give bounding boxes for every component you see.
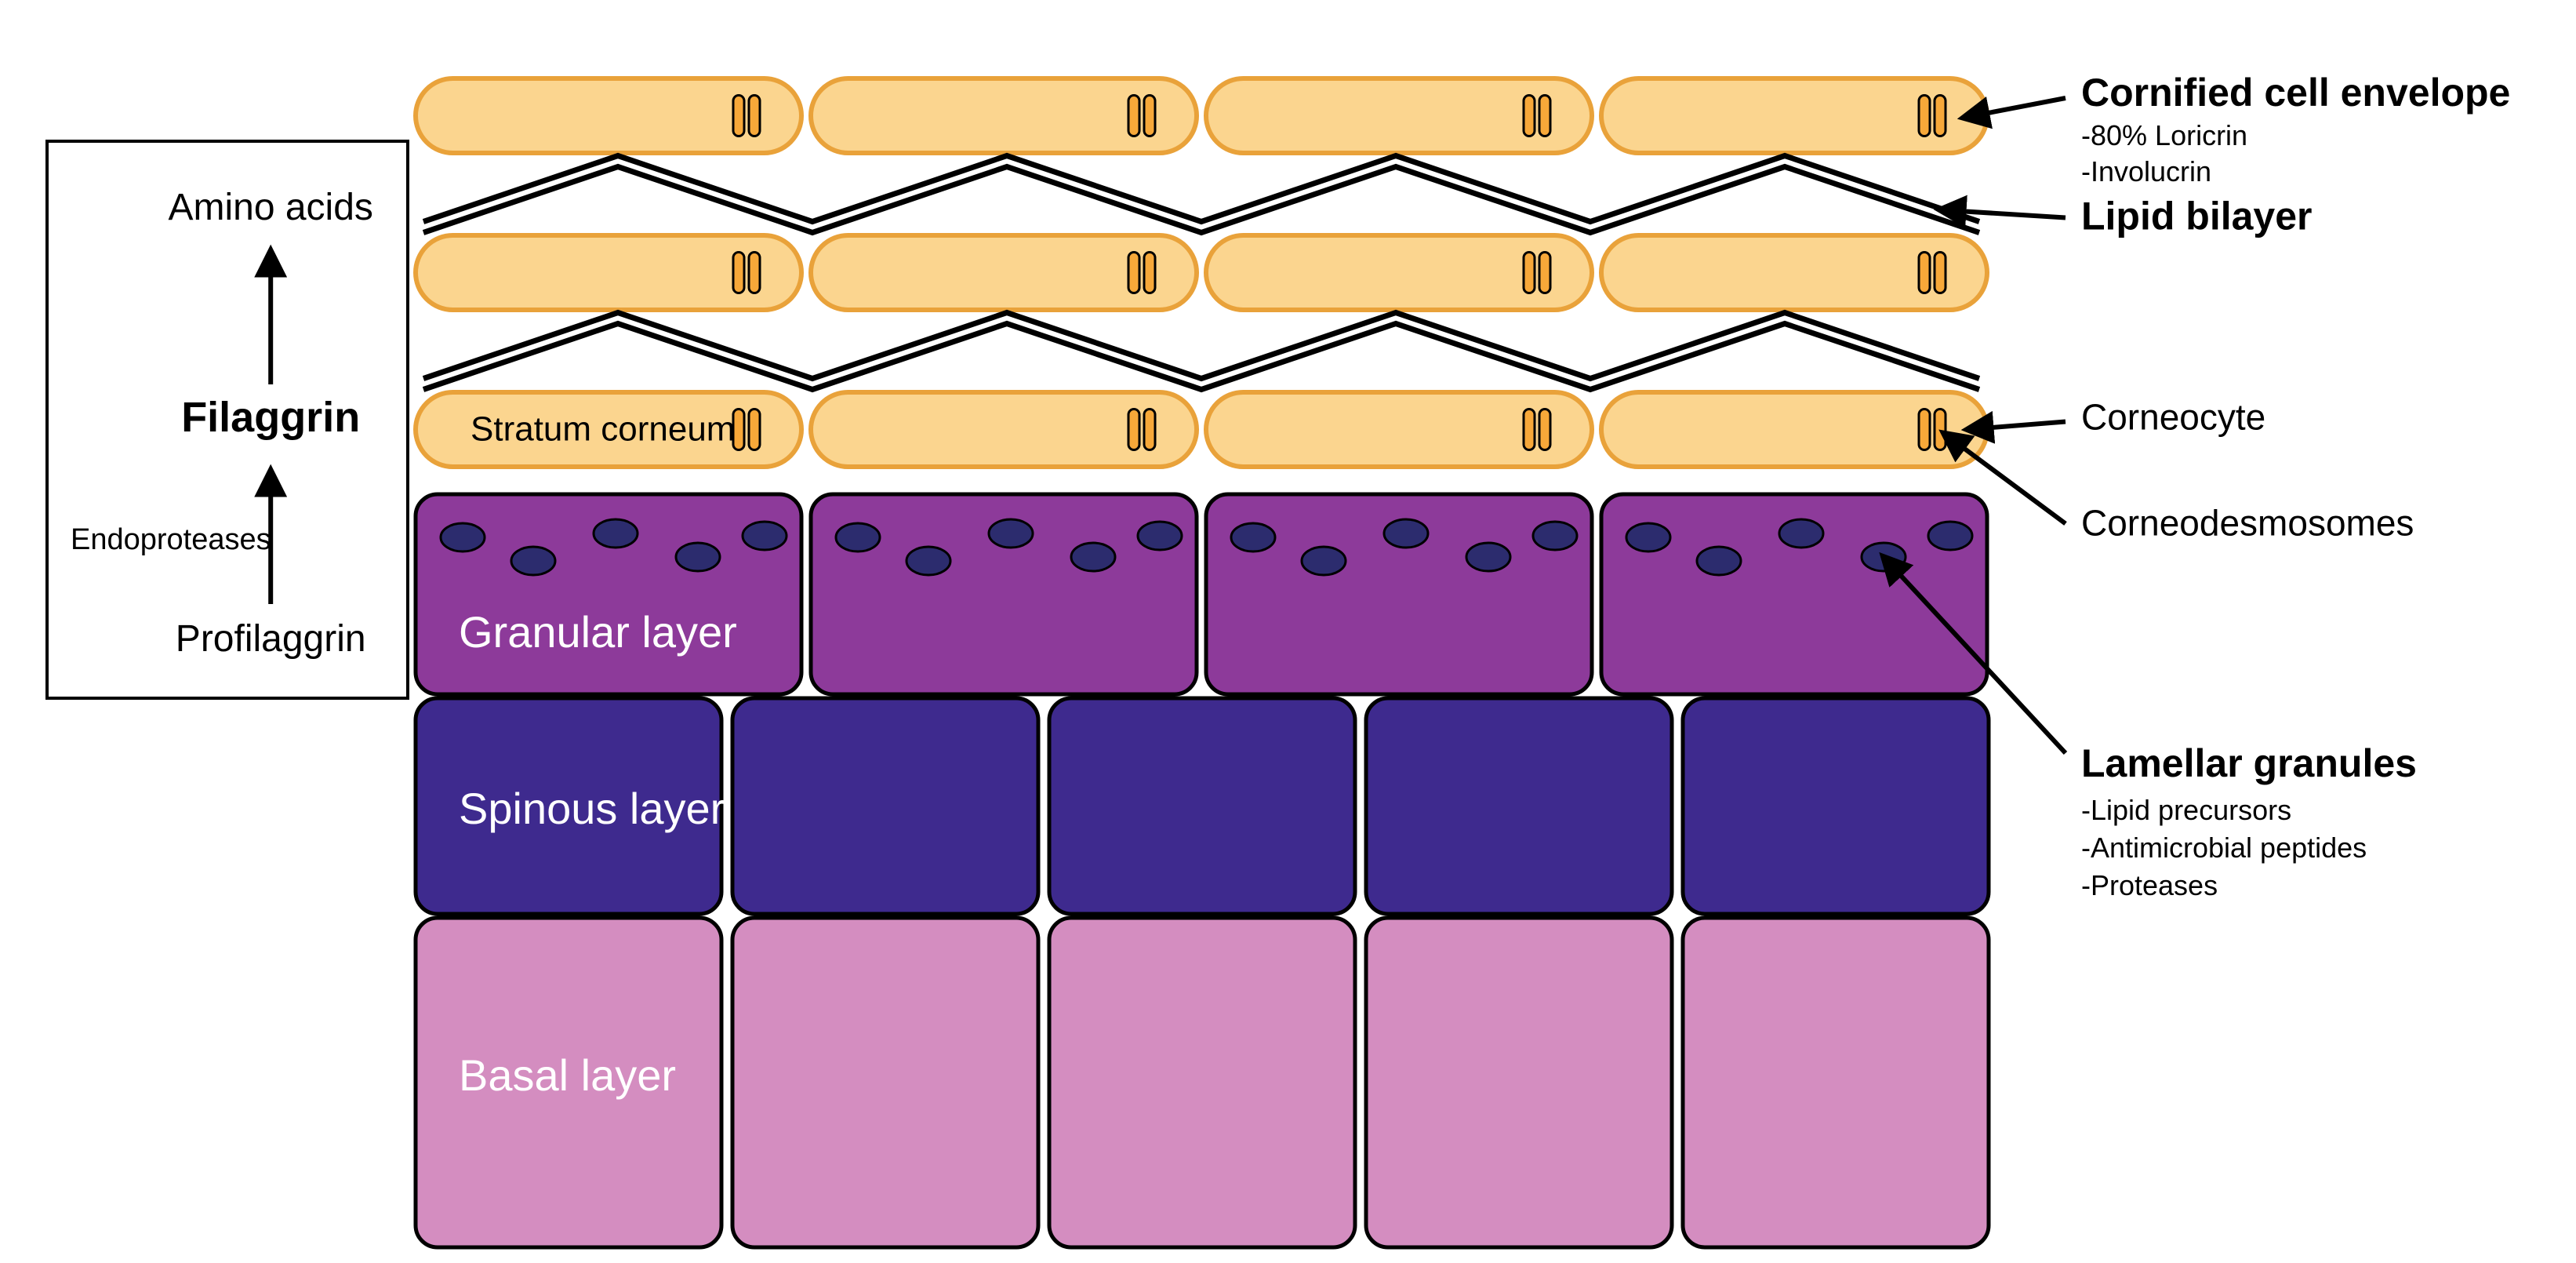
corneodesmosome: [1539, 96, 1550, 136]
lamellar-granule: [907, 547, 950, 575]
spinous-layer-label: Spinous layer: [459, 784, 725, 833]
lipid-bilayer-label: Lipid bilayer: [2081, 195, 2313, 238]
amino-acids-label: Amino acids: [168, 187, 372, 228]
lamellar-granule: [1779, 519, 1823, 548]
lipid-bilayer-line: [423, 156, 1979, 222]
lamellar-granule: [1697, 547, 1741, 575]
corneodesmosome: [1919, 253, 1930, 293]
lamellar-granules-sub: -Lipid precursors: [2081, 794, 2291, 826]
lamellar-granules-sub: -Proteases: [2081, 869, 2218, 901]
lamellar-granule: [441, 523, 485, 551]
corneodesmosome: [1935, 253, 1946, 293]
lamellar-granule: [1533, 522, 1577, 550]
corneodesmosome: [1524, 409, 1535, 450]
granular-layer-label: Granular layer: [459, 607, 737, 657]
corneodesmosome: [1935, 409, 1946, 450]
corneodesmosome: [1919, 96, 1930, 136]
lamellar-granule: [1138, 522, 1182, 550]
lamellar-granule: [1302, 547, 1346, 575]
lamellar-granule: [1071, 543, 1115, 571]
lamellar-granule: [836, 523, 880, 551]
corneodesmosome: [733, 253, 744, 293]
corneodesmosome: [1144, 409, 1155, 450]
lamellar-granules-sub: -Antimicrobial peptides: [2081, 832, 2367, 864]
endoproteases-label: Endoproteases: [71, 523, 271, 556]
lamellar-granules-label: Lamellar granules: [2081, 741, 2417, 785]
corneodesmosome: [1128, 253, 1139, 293]
basal-cell: [1049, 918, 1355, 1247]
filaggrin-label: Filaggrin: [181, 394, 360, 441]
lamellar-granule: [1466, 543, 1510, 571]
basal-layer-label: Basal layer: [459, 1050, 676, 1100]
corneodesmosome: [749, 409, 760, 450]
basal-cell: [732, 918, 1038, 1247]
lamellar-granule: [1384, 519, 1428, 548]
spinous-cell: [1366, 698, 1672, 914]
spinous-cell: [732, 698, 1038, 914]
basal-cell: [1683, 918, 1989, 1247]
corneodesmosome: [1524, 96, 1535, 136]
corneodesmosome: [1524, 253, 1535, 293]
lamellar-granule: [1231, 523, 1275, 551]
cornified-envelope-sub: -Involucrin: [2081, 155, 2211, 187]
lamellar-granule: [594, 519, 638, 548]
stratum-corneum-label: Stratum corneum: [471, 410, 735, 449]
corneodesmosome: [1935, 96, 1946, 136]
corneodesmosomes-label: Corneodesmosomes: [2081, 503, 2414, 544]
lamellar-granule: [511, 547, 555, 575]
profilaggrin-label: Profilaggrin: [176, 618, 366, 660]
corneodesmosome: [1128, 409, 1139, 450]
lamellar-granule: [1928, 522, 1972, 550]
corneodesmosome: [1128, 96, 1139, 136]
cornified-envelope-label: Cornified cell envelope: [2081, 71, 2510, 115]
lamellar-granule: [676, 543, 720, 571]
corneodesmosome: [1919, 409, 1930, 450]
corneodesmosome: [1539, 409, 1550, 450]
lamellar-granule: [743, 522, 787, 550]
corneodesmosome: [1144, 96, 1155, 136]
corneodesmosome: [733, 96, 744, 136]
basal-cell: [1366, 918, 1672, 1247]
lamellar-granule: [1626, 523, 1670, 551]
spinous-cell: [1683, 698, 1989, 914]
corneodesmosome: [1539, 253, 1550, 293]
lipid-bilayer-line: [423, 313, 1979, 379]
corneodesmosome: [749, 253, 760, 293]
cornified-envelope-sub: -80% Loricrin: [2081, 119, 2247, 151]
lamellar-granule: [989, 519, 1033, 548]
corneodesmosome: [1144, 253, 1155, 293]
corneodesmosome: [749, 96, 760, 136]
spinous-cell: [1049, 698, 1355, 914]
corneocyte-label: Corneocyte: [2081, 397, 2265, 438]
